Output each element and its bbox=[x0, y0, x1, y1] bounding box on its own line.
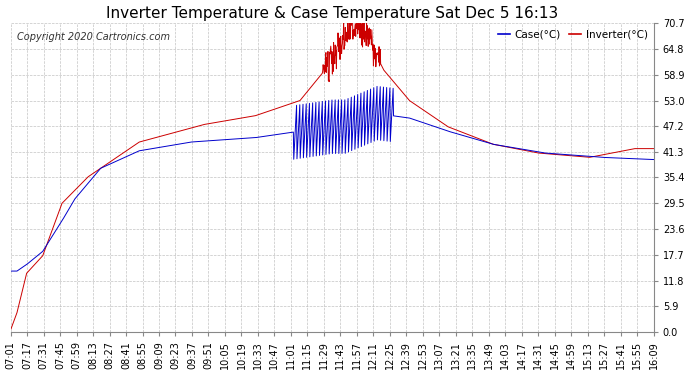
Title: Inverter Temperature & Case Temperature Sat Dec 5 16:13: Inverter Temperature & Case Temperature … bbox=[106, 6, 558, 21]
Text: Copyright 2020 Cartronics.com: Copyright 2020 Cartronics.com bbox=[17, 32, 170, 42]
Legend: Case(°C), Inverter(°C): Case(°C), Inverter(°C) bbox=[493, 25, 652, 44]
